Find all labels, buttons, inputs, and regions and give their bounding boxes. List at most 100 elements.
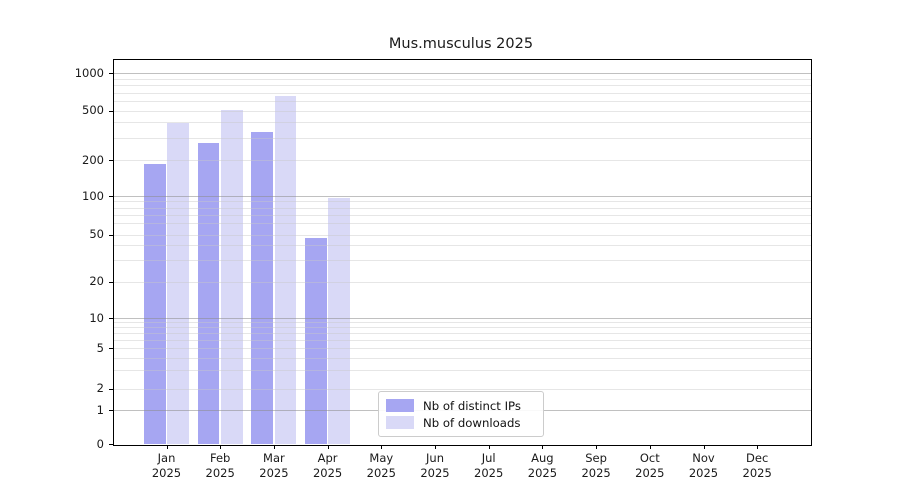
x-tick-year: 2025 xyxy=(474,466,504,480)
gridline-200 xyxy=(113,160,811,161)
y-tick-label-5: 5 xyxy=(96,340,104,355)
gridline-60 xyxy=(113,223,811,224)
gridline-4 xyxy=(113,358,811,359)
x-tick-month: Sep xyxy=(585,451,607,465)
x-tick-label-jun: Jun 2025 xyxy=(403,451,467,481)
x-tick-mark-dec xyxy=(757,444,759,449)
bar-downloads-feb xyxy=(220,109,243,444)
legend-label-distinct-ips: Nb of distinct IPs xyxy=(423,398,521,413)
legend-item-distinct-ips: Nb of distinct IPs xyxy=(386,397,536,414)
x-tick-mark-jul xyxy=(488,444,490,449)
gridline-50 xyxy=(113,234,811,236)
x-tick-mark-may xyxy=(381,444,383,449)
x-tick-mark-nov xyxy=(703,444,705,449)
y-tick-label-50: 50 xyxy=(89,227,104,241)
x-tick-month: Jul xyxy=(481,451,496,465)
x-tick-month: Oct xyxy=(639,451,660,465)
y-tick-mark-1 xyxy=(109,410,113,411)
y-tick-label-500: 500 xyxy=(82,103,104,117)
x-tick-year: 2025 xyxy=(312,466,343,480)
x-tick-label-mar: Mar 2025 xyxy=(242,451,306,481)
x-tick-year: 2025 xyxy=(688,466,719,480)
x-tick-year: 2025 xyxy=(742,466,772,480)
x-tick-month: Jan xyxy=(157,451,176,465)
x-tick-year: 2025 xyxy=(205,466,235,480)
x-tick-month: Feb xyxy=(210,451,231,465)
y-tick-label-100: 100 xyxy=(82,188,104,203)
gridline-10 xyxy=(113,318,811,319)
y-tick-label-10: 10 xyxy=(89,310,104,325)
legend-label-downloads: Nb of downloads xyxy=(423,415,521,430)
plot-area xyxy=(112,58,812,446)
legend-item-downloads: Nb of downloads xyxy=(386,414,536,431)
legend: Nb of distinct IPs Nb of downloads xyxy=(378,391,544,437)
x-tick-label-oct: Oct 2025 xyxy=(618,451,682,481)
gridline-400 xyxy=(113,122,811,123)
gridline-3 xyxy=(113,370,811,371)
y-tick-mark-5 xyxy=(109,348,113,350)
x-tick-label-jan: Jan 2025 xyxy=(135,451,199,481)
x-tick-year: 2025 xyxy=(366,466,396,480)
x-tick-year: 2025 xyxy=(581,466,611,480)
x-tick-month: Aug xyxy=(531,451,554,465)
x-tick-mark-apr xyxy=(327,444,329,449)
gridline-500 xyxy=(113,110,811,112)
y-tick-mark-2 xyxy=(109,388,113,390)
x-tick-label-sep: Sep 2025 xyxy=(564,451,628,481)
y-tick-label-0: 0 xyxy=(96,436,104,451)
gridline-6 xyxy=(113,340,811,341)
x-tick-mark-mar xyxy=(273,444,275,449)
y-tick-mark-200 xyxy=(109,160,113,161)
gridline-1000 xyxy=(113,73,811,75)
gridline-70 xyxy=(113,214,811,216)
gridline-9 xyxy=(113,322,811,323)
x-tick-mark-sep xyxy=(596,444,598,449)
x-tick-year: 2025 xyxy=(259,466,289,480)
bar-downloads-jan xyxy=(167,122,189,444)
x-tick-label-jul: Jul 2025 xyxy=(457,451,521,481)
x-tick-year: 2025 xyxy=(527,466,558,480)
bar-distinct-ips-mar xyxy=(251,132,274,444)
bar-downloads-mar xyxy=(274,95,297,444)
chart-title: Mus.musculus 2025 xyxy=(388,36,534,52)
bar-distinct-ips-jan xyxy=(144,163,166,444)
x-tick-mark-jan xyxy=(166,444,168,449)
x-tick-mark-aug xyxy=(542,444,544,449)
y-tick-mark-500 xyxy=(109,110,113,112)
x-tick-label-dec: Dec 2025 xyxy=(725,451,789,481)
bar-distinct-ips-apr xyxy=(305,238,327,444)
gridline-2 xyxy=(113,388,811,390)
y-tick-mark-1000 xyxy=(109,73,113,75)
x-tick-month: Mar xyxy=(263,451,285,465)
y-tick-label-1: 1 xyxy=(96,402,104,417)
gridline-30 xyxy=(113,260,811,261)
x-tick-label-may: May 2025 xyxy=(349,451,413,481)
y-tick-mark-20 xyxy=(109,281,113,283)
gridline-80 xyxy=(113,207,811,209)
gridline-40 xyxy=(113,244,811,246)
y-tick-label-20: 20 xyxy=(89,274,104,288)
gridline-800 xyxy=(113,85,811,87)
y-tick-mark-0 xyxy=(109,444,113,445)
x-tick-month: Apr xyxy=(317,451,338,465)
x-tick-label-nov: Nov 2025 xyxy=(672,451,736,481)
x-tick-mark-jun xyxy=(435,444,436,449)
gridline-600 xyxy=(113,100,811,102)
x-tick-label-aug: Aug 2025 xyxy=(510,451,574,481)
gridline-20 xyxy=(113,281,811,283)
gridline-8 xyxy=(113,327,811,328)
x-tick-month: Nov xyxy=(692,451,715,465)
y-tick-label-2: 2 xyxy=(96,381,104,396)
x-tick-label-apr: Apr 2025 xyxy=(296,451,360,481)
gridline-100 xyxy=(113,196,811,197)
y-tick-label-200: 200 xyxy=(82,152,104,167)
x-tick-year: 2025 xyxy=(635,466,665,480)
y-tick-label-1000: 1000 xyxy=(74,65,104,80)
bar-downloads-apr xyxy=(328,197,351,444)
x-tick-year: 2025 xyxy=(151,466,182,480)
y-tick-mark-10 xyxy=(109,318,113,319)
gridline-7 xyxy=(113,333,811,334)
x-tick-label-feb: Feb 2025 xyxy=(188,451,252,481)
y-tick-mark-50 xyxy=(109,234,113,236)
